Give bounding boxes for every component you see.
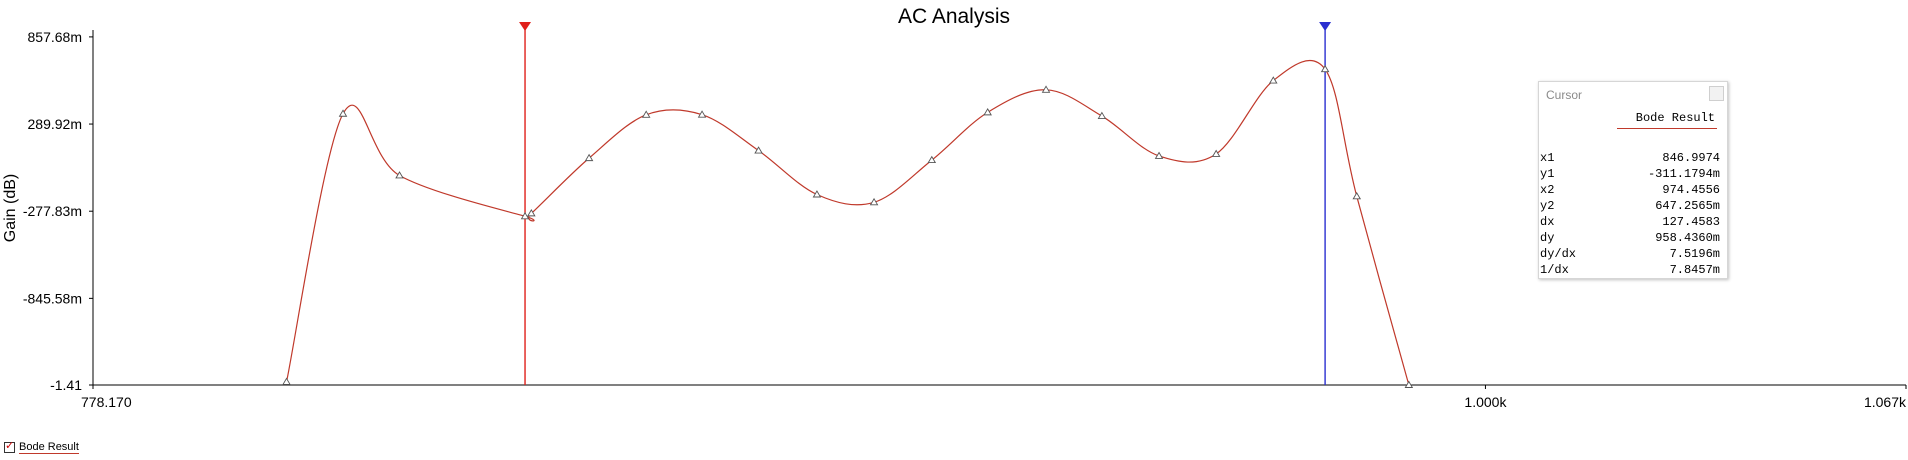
- y-tick-label: -845.58m: [23, 290, 82, 306]
- cursor-row-value: 974.4556: [1662, 183, 1720, 197]
- cursor-panel-series-underline: [1617, 128, 1717, 129]
- cursor-row-dy: dy 958.4360m: [1540, 231, 1720, 247]
- data-point: [520, 211, 530, 220]
- cursor-panel[interactable]: Cursor Bode Result x1 846.9974 y1 -311.179…: [1538, 81, 1728, 279]
- data-point: [1041, 85, 1051, 93]
- x-tick-label: 1.000k: [1464, 394, 1507, 410]
- cursor-row-x2: x2 974.4556: [1540, 183, 1720, 199]
- cursor-row-label: y1: [1540, 167, 1555, 181]
- data-point: [927, 155, 937, 164]
- cursor-row-label: dy: [1540, 231, 1555, 245]
- data-point: [1154, 151, 1164, 159]
- cursor-row-y1: y1 -311.1794m: [1540, 167, 1720, 183]
- data-point: [527, 208, 536, 217]
- cursor-row-value: 647.2565m: [1655, 199, 1720, 213]
- y-tick-label: 857.68m: [28, 29, 82, 45]
- cursor-row-value: 7.8457m: [1669, 263, 1720, 277]
- data-point: [282, 377, 291, 385]
- cursor-row-x1: x1 846.9974: [1540, 151, 1720, 167]
- cursor-row-label: 1/dx: [1540, 263, 1569, 277]
- data-point: [395, 171, 404, 179]
- legend-checkbox[interactable]: [4, 439, 15, 453]
- data-point: [1268, 76, 1278, 84]
- data-point: [641, 110, 651, 118]
- y-tick-label: -277.83m: [23, 203, 82, 219]
- cursor-row-label: x1: [1540, 151, 1555, 165]
- cursor-row-label: y2: [1540, 199, 1555, 213]
- data-point: [812, 190, 822, 198]
- cursor-handle-1: [519, 22, 532, 31]
- cursor-row-inv-dx: 1/dx 7.8457m: [1540, 263, 1720, 279]
- legend: Bode Result: [4, 438, 79, 456]
- cursor-panel-series-name: Bode Result: [1635, 111, 1715, 125]
- data-point: [1320, 64, 1330, 73]
- cursor-row-label: x2: [1540, 183, 1555, 197]
- cursor-row-value: 846.9974: [1662, 151, 1720, 165]
- data-point: [1404, 380, 1414, 388]
- cursor-handle-2: [1319, 22, 1332, 31]
- cursor-row-value: 127.4583: [1662, 215, 1720, 229]
- data-point: [1097, 111, 1107, 120]
- cursor-row-dx: dx 127.4583: [1540, 215, 1720, 231]
- cursor-row-y2: y2 647.2565m: [1540, 199, 1720, 215]
- data-point: [1211, 149, 1221, 157]
- data-point: [869, 197, 879, 206]
- cursor-row-value: -311.1794m: [1647, 167, 1720, 181]
- y-tick-label: 289.92m: [28, 116, 82, 132]
- x-tick-label: 778.170: [81, 394, 132, 410]
- cursor-readout-table: x1 846.9974 y1 -311.1794m x2 974.4556 y2 647…: [1540, 151, 1720, 279]
- cursor-row-value: 7.5196m: [1669, 247, 1720, 261]
- cursor-panel-title: Cursor: [1546, 88, 1583, 102]
- cursor-row-label: dy/dx: [1540, 247, 1577, 261]
- data-point: [754, 146, 763, 154]
- series-line-bode-result: [285, 59, 1410, 386]
- close-icon[interactable]: [1709, 86, 1724, 101]
- legend-label: Bode Result: [19, 440, 79, 454]
- data-point: [584, 153, 594, 162]
- chart-title: AC Analysis: [898, 5, 1010, 28]
- data-point: [983, 107, 992, 116]
- cursor-row-dy-dx: dy/dx 7.5196m: [1540, 247, 1720, 263]
- cursor-row-label: dx: [1540, 215, 1555, 229]
- data-point: [1352, 191, 1362, 200]
- y-tick-label: -1.41: [50, 377, 82, 393]
- y-axis-label: Gain (dB): [2, 174, 19, 242]
- x-tick-label: 1.067k: [1864, 394, 1907, 410]
- cursor-row-value: 958.4360m: [1655, 231, 1720, 245]
- data-point: [338, 109, 348, 117]
- data-point: [697, 110, 707, 118]
